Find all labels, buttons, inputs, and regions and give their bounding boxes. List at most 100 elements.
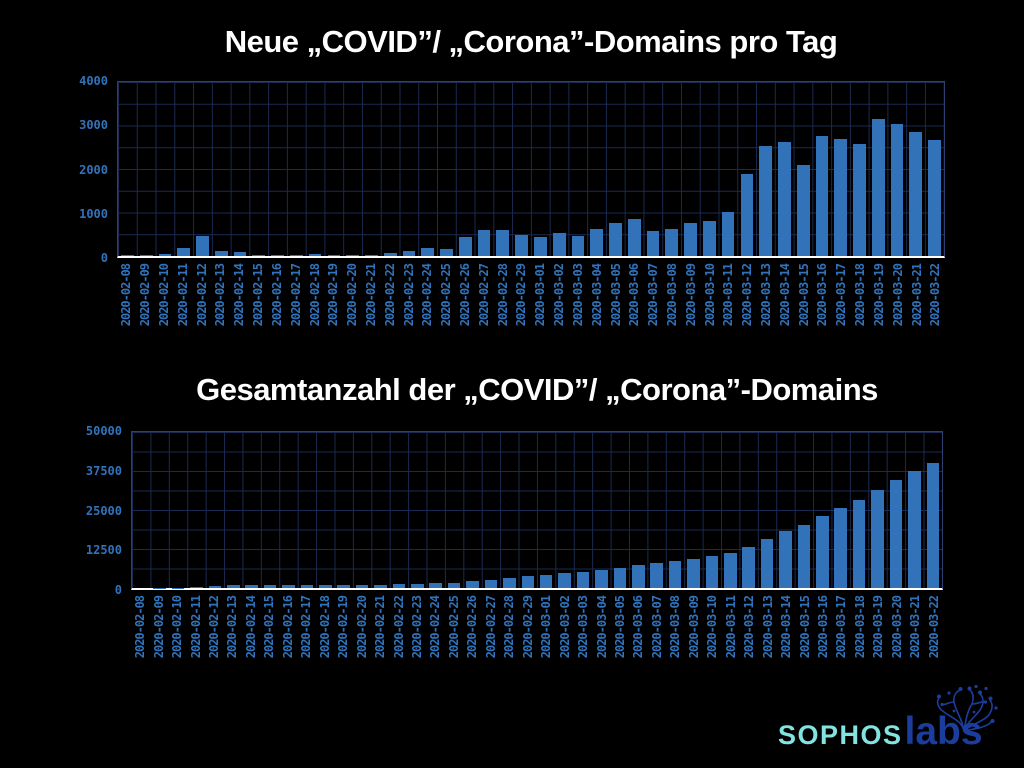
x-tick-label: 2020-02-28 (502, 596, 517, 659)
bar-2020-02-13 (226, 585, 240, 588)
bar-2020-03-16 (815, 135, 829, 256)
y-tick-label: 0 (100, 251, 108, 265)
bar-2020-02-14 (233, 252, 247, 256)
bar-2020-02-24 (421, 247, 435, 256)
bar-2020-03-18 (852, 499, 866, 588)
x-tick-label: 2020-03-01 (539, 596, 554, 659)
x-tick-label: 2020-03-05 (608, 264, 623, 327)
bar-2020-02-24 (429, 583, 442, 588)
bar-2020-03-15 (796, 164, 810, 256)
y-tick-label: 50000 (85, 424, 122, 438)
x-tick-label: 2020-02-19 (336, 596, 351, 659)
x-tick-label: 2020-03-01 (533, 264, 548, 327)
bar-2020-03-11 (724, 553, 737, 588)
x-tick-label: 2020-02-10 (170, 596, 185, 659)
bar-2020-02-17 (289, 254, 303, 256)
x-tick-label: 2020-02-22 (382, 264, 397, 327)
bar-2020-02-21 (365, 254, 378, 256)
bar-2020-02-29 (521, 576, 535, 588)
bar-2020-02-21 (374, 584, 387, 588)
x-axis-labels-daily: 2020-02-08 2020-02-09 2020-02-10 2020-02-11… (117, 264, 945, 344)
bar-2020-03-05 (609, 223, 622, 256)
x-tick-label: 2020-02-10 (157, 264, 172, 327)
plot-area-total (131, 431, 943, 590)
x-tick-label: 2020-02-18 (307, 264, 322, 327)
bar-2020-03-10 (705, 556, 719, 588)
x-tick-label: 2020-03-18 (852, 596, 867, 659)
x-tick-label: 2020-03-09 (686, 596, 701, 659)
bar-2020-02-12 (208, 585, 222, 588)
x-tick-label: 2020-02-13 (213, 264, 228, 327)
bar-2020-02-11 (190, 587, 203, 588)
x-tick-label: 2020-02-20 (345, 264, 360, 327)
bar-2020-03-12 (742, 547, 755, 588)
bar-2020-03-13 (759, 146, 773, 256)
x-tick-label: 2020-03-10 (702, 264, 717, 327)
x-tick-label: 2020-02-16 (269, 264, 284, 327)
bar-2020-02-15 (252, 255, 266, 256)
x-tick-label: 2020-02-14 (232, 264, 247, 327)
y-tick-label: 4000 (79, 74, 108, 88)
bar-2020-03-02 (552, 233, 566, 256)
bar-2020-02-23 (411, 583, 424, 588)
bar-2020-03-14 (779, 531, 792, 588)
x-tick-label: 2020-03-20 (890, 264, 905, 327)
x-tick-label: 2020-03-17 (834, 264, 849, 327)
x-tick-label: 2020-02-26 (458, 264, 473, 327)
x-tick-label: 2020-03-14 (777, 264, 792, 327)
x-tick-label: 2020-02-26 (465, 596, 480, 659)
bar-2020-02-10 (158, 254, 172, 256)
bar-2020-02-19 (337, 584, 350, 588)
bar-2020-03-11 (721, 211, 735, 256)
x-tick-label: 2020-02-19 (326, 264, 341, 327)
bar-2020-02-22 (392, 584, 406, 588)
x-tick-label: 2020-03-10 (705, 596, 720, 659)
x-tick-label: 2020-03-11 (721, 264, 736, 327)
x-tick-label: 2020-02-27 (483, 596, 498, 659)
bar-2020-03-19 (871, 489, 884, 588)
x-tick-label: 2020-02-24 (420, 264, 435, 327)
bar-2020-03-06 (627, 219, 641, 256)
bar-2020-02-29 (515, 235, 528, 256)
labs-wordmark: labs (904, 710, 983, 753)
x-axis-labels-total: 2020-02-08 2020-02-09 2020-02-10 2020-02-11… (131, 596, 943, 676)
bar-2020-02-09 (139, 254, 153, 256)
x-tick-label: 2020-02-24 (428, 596, 443, 659)
x-tick-label: 2020-03-14 (779, 596, 794, 659)
x-tick-label: 2020-03-19 (871, 264, 886, 327)
x-tick-label: 2020-02-12 (207, 596, 222, 659)
bar-2020-03-02 (558, 573, 571, 588)
bar-2020-02-26 (466, 581, 479, 588)
bar-2020-03-05 (613, 567, 627, 588)
bar-2020-03-01 (534, 237, 547, 256)
bar-2020-03-20 (889, 480, 903, 588)
x-tick-label: 2020-02-09 (138, 264, 153, 327)
bar-2020-02-16 (271, 255, 284, 256)
bar-2020-02-26 (458, 236, 472, 256)
x-tick-label: 2020-03-15 (796, 264, 811, 327)
x-tick-label: 2020-02-22 (391, 596, 406, 659)
y-tick-label: 3000 (79, 118, 108, 133)
bar-2020-03-03 (576, 571, 590, 588)
bar-2020-03-15 (797, 524, 811, 588)
bar-2020-02-08 (121, 255, 134, 256)
x-tick-label: 2020-03-07 (646, 264, 661, 327)
x-tick-label: 2020-02-17 (288, 264, 303, 327)
bar-2020-03-22 (928, 139, 941, 256)
x-tick-label: 2020-02-29 (514, 264, 529, 327)
x-tick-label: 2020-02-21 (373, 596, 388, 659)
bar-2020-02-28 (503, 577, 516, 588)
bar-2020-03-03 (571, 236, 585, 256)
x-tick-label: 2020-02-13 (225, 596, 240, 659)
x-tick-label: 2020-02-16 (280, 596, 295, 659)
sophos-wordmark: SOPHOS (778, 720, 903, 750)
x-tick-label: 2020-02-27 (476, 264, 491, 327)
x-tick-label: 2020-02-23 (401, 264, 416, 327)
x-tick-label: 2020-03-08 (668, 596, 683, 659)
bar-2020-03-19 (871, 118, 885, 256)
bar-2020-03-12 (740, 173, 754, 256)
x-tick-label: 2020-03-06 (631, 596, 646, 659)
brain-network-icon (936, 684, 998, 732)
x-tick-label: 2020-02-29 (520, 596, 535, 659)
